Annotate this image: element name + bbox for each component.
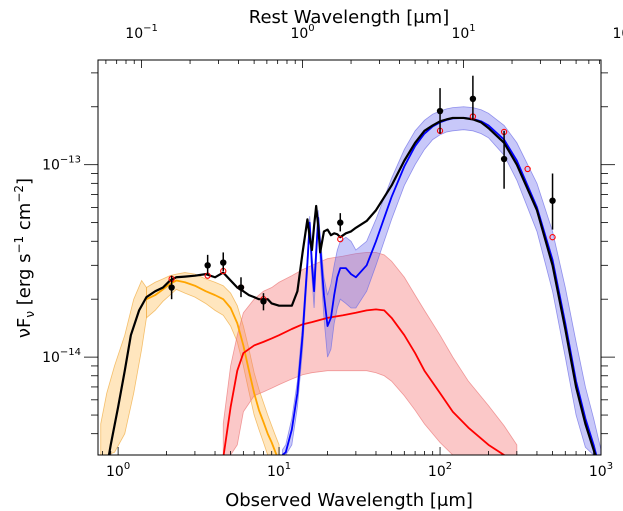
y-axis-title-units: [erg s xyxy=(14,254,35,311)
x-tick-label: 102 xyxy=(428,461,452,480)
y-axis-title-subscript: ν xyxy=(23,311,37,318)
top-x-tick-label-exp: 1 xyxy=(469,23,475,34)
top-x-tick-label: 102 xyxy=(612,23,623,42)
top-x-tick-label-base: 10 xyxy=(125,26,143,42)
x-tick-label-exp: 1 xyxy=(285,461,291,472)
dust_component-line xyxy=(281,117,598,455)
observed-point xyxy=(337,219,344,226)
y-axis-title: νFν [erg s−1 cm−2] xyxy=(12,178,37,338)
top-x-tick-label: 10−1 xyxy=(125,23,158,42)
y-tick-label-exp: −14 xyxy=(60,347,81,358)
observed-point xyxy=(549,197,556,204)
uncertainty-bands xyxy=(100,106,601,455)
x-tick-label-exp: 2 xyxy=(446,461,452,472)
top-x-axis-title: Rest Wavelength [μm] xyxy=(249,7,449,28)
observed-point xyxy=(260,298,267,305)
y-axis-title-exp1: −1 xyxy=(12,236,26,254)
top-x-tick-label: 101 xyxy=(451,23,475,42)
y-axis-title-symbol: νF xyxy=(14,318,35,338)
top-x-tick-label-base: 10 xyxy=(451,26,469,42)
x-tick-label-base: 10 xyxy=(589,464,607,480)
top-x-tick-label: 100 xyxy=(290,23,314,42)
observed-point xyxy=(237,284,245,291)
x-tick-label: 103 xyxy=(589,461,613,480)
model-photometry-point xyxy=(524,165,531,173)
model-photometry-point xyxy=(549,234,556,241)
x-axis-title: Observed Wavelength [μm] xyxy=(225,490,473,511)
observed-point xyxy=(500,155,508,163)
y-axis-title-exp2: −2 xyxy=(12,185,26,203)
observed-point xyxy=(168,284,175,291)
y-tick-label-base: 10 xyxy=(42,350,60,366)
top-x-tick-label-base: 10 xyxy=(612,26,623,42)
y-tick-label-exp: −13 xyxy=(60,155,81,166)
top-x-tick-label-base: 10 xyxy=(290,26,308,42)
y-axis-title-units-end: ] xyxy=(14,178,35,185)
dust_component-band xyxy=(282,106,601,455)
y-axis-title-units-mid: cm xyxy=(14,203,35,236)
total_model-line xyxy=(107,116,597,455)
plot-frame xyxy=(97,59,602,456)
agn_component-band xyxy=(222,252,518,455)
agn_component-line xyxy=(222,308,506,455)
stellar_band_extension-band xyxy=(100,279,147,455)
x-tick-label-base: 10 xyxy=(106,464,124,480)
y-tick-label-base: 10 xyxy=(42,158,60,174)
y-tick-label: 10−14 xyxy=(42,347,81,366)
top-x-tick-label-exp: −1 xyxy=(143,23,158,34)
x-tick-label-exp: 0 xyxy=(124,461,130,472)
observed-point xyxy=(436,107,444,115)
top-x-tick-label-exp: 0 xyxy=(308,23,314,34)
x-tick-label: 100 xyxy=(106,461,130,480)
x-tick-label-base: 10 xyxy=(428,464,446,480)
photometry-points xyxy=(168,75,556,311)
model-photometry-point xyxy=(337,236,344,243)
observed-point xyxy=(469,95,477,103)
x-tick-label-base: 10 xyxy=(267,464,285,480)
observed-point xyxy=(220,259,227,266)
y-tick-label: 10−13 xyxy=(42,155,81,174)
x-tick-label-exp: 3 xyxy=(607,461,613,472)
observed-point xyxy=(204,262,211,269)
x-tick-label: 101 xyxy=(267,461,291,480)
